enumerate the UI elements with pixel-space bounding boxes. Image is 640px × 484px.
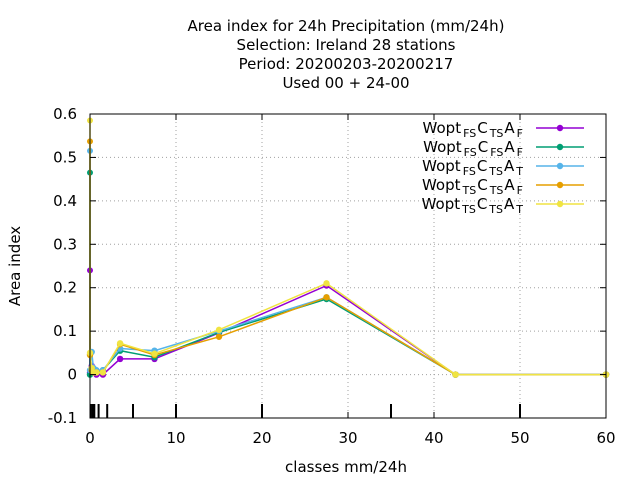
legend-label-2-part-6: F: [517, 146, 523, 159]
legend-label-4-part-4: TS: [489, 184, 504, 197]
legend-label-3-part-1: Wopt: [422, 157, 461, 175]
legend-label-4-part-6: F: [517, 184, 523, 197]
y-axis-label: Area index: [6, 226, 24, 306]
grid: [90, 114, 606, 418]
legend-label-4-part-5: A: [504, 176, 515, 194]
title-line-1: Area index for 24h Precipitation (mm/24h…: [188, 17, 505, 35]
legend-label-1-part-5: A: [504, 119, 515, 137]
legend-label-3-part-4: TS: [488, 165, 503, 178]
series-5-point-10: [452, 371, 459, 378]
series-5-point-8: [215, 326, 223, 334]
series-5-line: [89, 282, 606, 376]
series-4-point-8: [215, 333, 223, 340]
legend-label-1-part-6: F: [517, 127, 523, 140]
legend-label-1-part-3: C: [477, 119, 487, 137]
legend-label-3-part-5: A: [504, 157, 515, 175]
legend-label-3-part-3: C: [477, 157, 487, 175]
series-5-point-7: [151, 350, 158, 357]
legend-label-4-part-1: Wopt: [422, 176, 461, 194]
legend-label-3-part-6: T: [515, 165, 523, 178]
legend-label-5-part-5: A: [504, 195, 515, 213]
legend-label-5: Wopt TSC TSA T: [422, 195, 524, 216]
y-tick-label-0.4: 0.4: [53, 192, 77, 210]
y-tick-label-0.5: 0.5: [53, 148, 77, 166]
x-tick-label-60: 60: [596, 429, 615, 447]
y-tick-label-0.1: 0.1: [53, 322, 77, 340]
x-tick-label-20: 20: [252, 429, 271, 447]
legend-label-1: Wopt FSC TSA F: [423, 119, 523, 140]
series-5-point-5: [99, 369, 107, 376]
legend-label-1-part-2: FS: [463, 127, 476, 140]
legend-label-2-part-5: A: [504, 138, 515, 156]
series-4-point-9: [323, 294, 330, 301]
title-line-2: Selection: Ireland 28 stations: [237, 36, 456, 54]
title-line-4: Used 00 + 24-00: [282, 74, 409, 92]
legend-label-4-part-3: C: [477, 176, 487, 194]
legend-marker-5: [556, 200, 564, 208]
y-tick-label-0: 0: [67, 366, 77, 384]
legend-item-2: Wopt FSC FSA F: [423, 138, 584, 159]
legend-label-2-part-2: FS: [464, 146, 477, 159]
y-tick-label-0.2: 0.2: [53, 279, 77, 297]
legend-item-3: Wopt FSC TSA T: [422, 157, 584, 178]
chart-title: Area index for 24h Precipitation (mm/24h…: [188, 17, 505, 92]
y-tick-label-0.6: 0.6: [53, 105, 77, 123]
legend-item-5: Wopt TSC TSA T: [422, 195, 584, 216]
legend-label-2-part-4: FS: [490, 146, 503, 159]
legend-label-1-part-4: TS: [489, 127, 504, 140]
legend-item-4: Wopt TSC TSA F: [422, 176, 584, 197]
series-1-point-6: [116, 355, 124, 363]
x-axis-ticks: 0 10 20 30 40 50 60: [85, 114, 616, 447]
x-tick-label-0: 0: [85, 429, 95, 447]
legend-label-2: Wopt FSC FSA F: [423, 138, 523, 159]
legend-marker-2: [556, 143, 564, 151]
legend-label-5-part-4: TS: [488, 203, 503, 216]
y-axis-ticks: -0.1 0 0.1 0.2 0.3 0.4 0.5 0.6: [48, 105, 606, 427]
legend-item-1: Wopt FSC TSA F: [423, 119, 584, 140]
legend-label-4: Wopt TSC TSA F: [422, 176, 523, 197]
class-marks: [89, 404, 521, 418]
series-5-point-4: [93, 369, 100, 376]
x-axis-label: classes mm/24h: [285, 458, 407, 476]
y-tick-label-0.3: 0.3: [53, 235, 77, 253]
y-tick-label--0.1: -0.1: [48, 409, 77, 427]
legend-label-5-part-2: TS: [461, 203, 476, 216]
title-line-3: Period: 20200203-20200217: [239, 55, 454, 73]
legend-marker-4: [556, 181, 564, 189]
legend-label-3-part-2: FS: [463, 165, 476, 178]
legend-label-2-part-3: C: [478, 138, 488, 156]
legend-label-2-part-1: Wopt: [423, 138, 462, 156]
legend-label-5-part-6: T: [515, 203, 523, 216]
legend-marker-3: [556, 162, 564, 170]
x-tick-label-10: 10: [166, 429, 185, 447]
legend-marker-1: [556, 124, 564, 132]
legend-label-4-part-2: TS: [462, 184, 477, 197]
legend-label-3: Wopt FSC TSA T: [422, 157, 523, 178]
series-5-point-6: [116, 340, 124, 347]
legend-label-5-part-1: Wopt: [422, 195, 461, 213]
series-5-point-9: [323, 280, 330, 287]
legend-label-1-part-1: Wopt: [423, 119, 462, 137]
x-tick-label-50: 50: [510, 429, 529, 447]
legend-label-5-part-3: C: [477, 195, 487, 213]
x-tick-label-30: 30: [338, 429, 357, 447]
x-tick-label-40: 40: [424, 429, 443, 447]
